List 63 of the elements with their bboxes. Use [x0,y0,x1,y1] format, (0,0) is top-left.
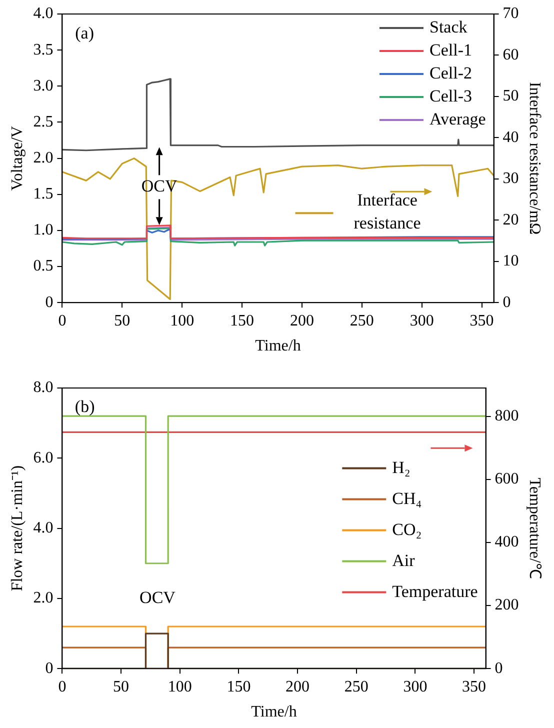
x-tick-label: 50 [113,678,130,696]
y2-tick-label: 20 [502,211,519,228]
x-axis-title: Time/h [255,338,301,355]
y2-tick-label: 40 [502,128,519,146]
x-tick-label: 150 [230,312,254,330]
y-tick-label: 1.0 [33,222,54,239]
x-tick-label: 200 [290,312,314,330]
y2-tick-label: 60 [502,46,519,64]
y-tick-label: 6.0 [33,449,54,466]
legend-label: Interface resistance [354,190,421,233]
x-tick-label: 100 [170,312,194,330]
legend-label: CO₂ [392,520,422,539]
x-tick-label: 200 [286,678,310,696]
x-tick-label: 300 [403,678,428,696]
x-tick-label: 350 [462,678,486,696]
y2-tick-label: 0 [502,294,511,311]
legend-label: Cell-2 [429,63,472,82]
annotation: OCV [140,588,176,607]
y-tick-label: 4.0 [33,520,54,537]
legend-label: CH₄ [392,488,422,508]
x-tick-label: 250 [344,678,368,696]
y2-axis-title: Temperature/℃ [526,478,544,579]
y-tick-label: 0 [45,294,54,311]
x-tick-label: 0 [58,312,66,330]
y2-tick-label: 800 [494,408,519,425]
y-tick-label: 1.5 [33,186,54,203]
y-tick-label: 4.0 [33,5,54,22]
y2-tick-label: 400 [494,534,519,551]
y-tick-label: 0.5 [33,258,54,275]
x-tick-label: 250 [350,312,374,330]
y-axis-title: Voltage/V [8,126,26,191]
y2-axis-title: Interface resistance/mΩ [526,82,544,235]
x-axis-title: Time/h [251,704,297,721]
y-tick-label: 3.5 [33,41,54,58]
y-tick-label: 2.0 [33,150,54,167]
y-tick-label: 2.0 [33,590,54,607]
x-tick-label: 100 [168,678,192,696]
annotation: (b) [74,397,95,416]
y-axis-title: Flow rate/(L·min⁻¹) [8,465,26,592]
y2-tick-label: 0 [494,660,503,677]
legend-label: Air [392,550,416,570]
y2-tick-label: 70 [502,5,519,22]
legend-label: Temperature [392,582,478,601]
y2-tick-label: 200 [494,596,519,614]
legend-label: H₂ [392,458,410,477]
y-tick-label: 3.0 [33,77,54,94]
y2-tick-label: 50 [502,88,519,105]
y-tick-label: 8.0 [33,379,54,396]
legend-label: Cell-1 [429,40,472,60]
y-tick-label: 0 [45,660,54,677]
annotation: (a) [75,24,94,43]
y2-tick-label: 600 [494,470,519,488]
x-tick-label: 350 [470,312,494,330]
x-tick-label: 50 [114,312,130,330]
y2-tick-label: 10 [502,252,519,270]
y2-tick-label: 30 [502,170,519,188]
x-tick-label: 300 [410,312,434,330]
x-tick-label: 150 [226,678,251,696]
legend-label: Average [429,109,486,128]
legend-label: Cell-3 [429,86,472,106]
x-tick-label: 0 [58,678,66,696]
y-tick-label: 2.5 [33,113,54,130]
legend-label: Stack [429,17,468,36]
